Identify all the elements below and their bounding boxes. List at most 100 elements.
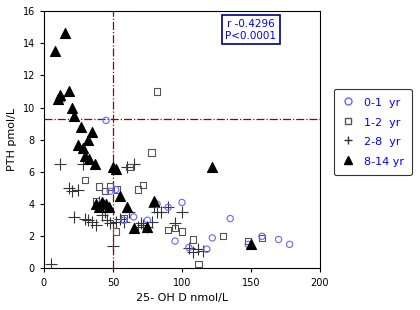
Point xyxy=(100,202,107,206)
Point xyxy=(140,223,147,228)
Point xyxy=(99,213,105,218)
Point xyxy=(203,247,210,252)
Point xyxy=(47,261,54,266)
Point xyxy=(154,89,160,94)
Point xyxy=(79,145,86,150)
Point xyxy=(102,118,109,123)
Point xyxy=(126,210,133,215)
Point xyxy=(110,165,116,170)
Point xyxy=(75,187,82,192)
Point xyxy=(66,185,72,190)
Point xyxy=(151,198,158,203)
Point xyxy=(165,227,171,232)
Legend: 0-1  yr, 1-2  yr, 2-8  yr, 8-14 yr: 0-1 yr, 1-2 yr, 2-8 yr, 8-14 yr xyxy=(334,89,412,175)
Point xyxy=(178,200,185,205)
Point xyxy=(121,216,127,221)
Point xyxy=(61,31,68,36)
Point xyxy=(247,242,254,247)
Point xyxy=(57,162,64,166)
Point xyxy=(172,221,178,226)
Point xyxy=(96,205,102,210)
Point xyxy=(78,124,84,129)
Point xyxy=(158,210,165,215)
Point xyxy=(85,218,92,223)
Point xyxy=(186,245,192,250)
Point xyxy=(148,219,155,224)
Point xyxy=(82,216,89,221)
Point xyxy=(79,162,86,166)
Point xyxy=(112,229,119,234)
Point xyxy=(68,189,75,194)
Point xyxy=(107,221,113,226)
Point xyxy=(154,202,160,206)
Point xyxy=(148,150,155,155)
Point xyxy=(259,234,265,239)
Point xyxy=(130,162,137,166)
Point xyxy=(107,184,113,189)
Point xyxy=(134,224,141,229)
Point xyxy=(227,216,234,221)
Point xyxy=(89,219,96,224)
Point xyxy=(121,219,127,224)
Point xyxy=(199,248,206,253)
Point xyxy=(275,237,282,242)
Point xyxy=(172,226,178,231)
Point xyxy=(144,224,151,229)
Point xyxy=(137,221,144,226)
X-axis label: 25- OH D nmol/L: 25- OH D nmol/L xyxy=(136,293,228,303)
Point xyxy=(116,216,123,221)
Point xyxy=(93,202,100,206)
Point xyxy=(68,105,75,110)
Point xyxy=(130,215,137,219)
Point xyxy=(126,165,133,170)
Point xyxy=(101,210,108,215)
Point xyxy=(93,198,100,203)
Point xyxy=(89,129,96,134)
Point xyxy=(52,49,58,54)
Point xyxy=(220,234,227,239)
Point xyxy=(195,261,202,266)
Point xyxy=(57,92,64,97)
Point xyxy=(172,239,178,244)
Point xyxy=(154,210,160,215)
Point xyxy=(86,157,93,162)
Point xyxy=(165,205,171,210)
Point xyxy=(123,165,130,170)
Point xyxy=(93,223,100,228)
Point xyxy=(259,235,265,240)
Point xyxy=(57,95,64,100)
Point xyxy=(178,210,185,215)
Point xyxy=(245,239,252,244)
Point xyxy=(286,242,293,247)
Point xyxy=(66,89,72,94)
Text: r -0.4296
P<0.0001: r -0.4296 P<0.0001 xyxy=(226,19,276,41)
Point xyxy=(165,205,171,210)
Point xyxy=(144,218,151,223)
Point xyxy=(92,162,98,166)
Point xyxy=(102,202,109,206)
Point xyxy=(186,245,192,250)
Point xyxy=(107,189,113,194)
Point xyxy=(99,200,105,205)
Point xyxy=(130,226,137,231)
Point xyxy=(85,137,92,142)
Point xyxy=(245,242,252,247)
Point xyxy=(209,235,215,240)
Point xyxy=(82,153,89,158)
Point xyxy=(105,205,112,210)
Y-axis label: PTH pmol/L: PTH pmol/L xyxy=(7,108,17,171)
Point xyxy=(140,182,147,187)
Point xyxy=(189,250,196,255)
Point xyxy=(75,142,82,147)
Point xyxy=(101,189,108,194)
Point xyxy=(110,243,116,248)
Point xyxy=(134,187,141,192)
Point xyxy=(71,215,78,219)
Point xyxy=(209,165,215,170)
Point xyxy=(112,187,119,192)
Point xyxy=(178,229,185,234)
Point xyxy=(104,218,111,223)
Point xyxy=(123,205,130,210)
Point xyxy=(116,193,123,198)
Point xyxy=(112,219,119,224)
